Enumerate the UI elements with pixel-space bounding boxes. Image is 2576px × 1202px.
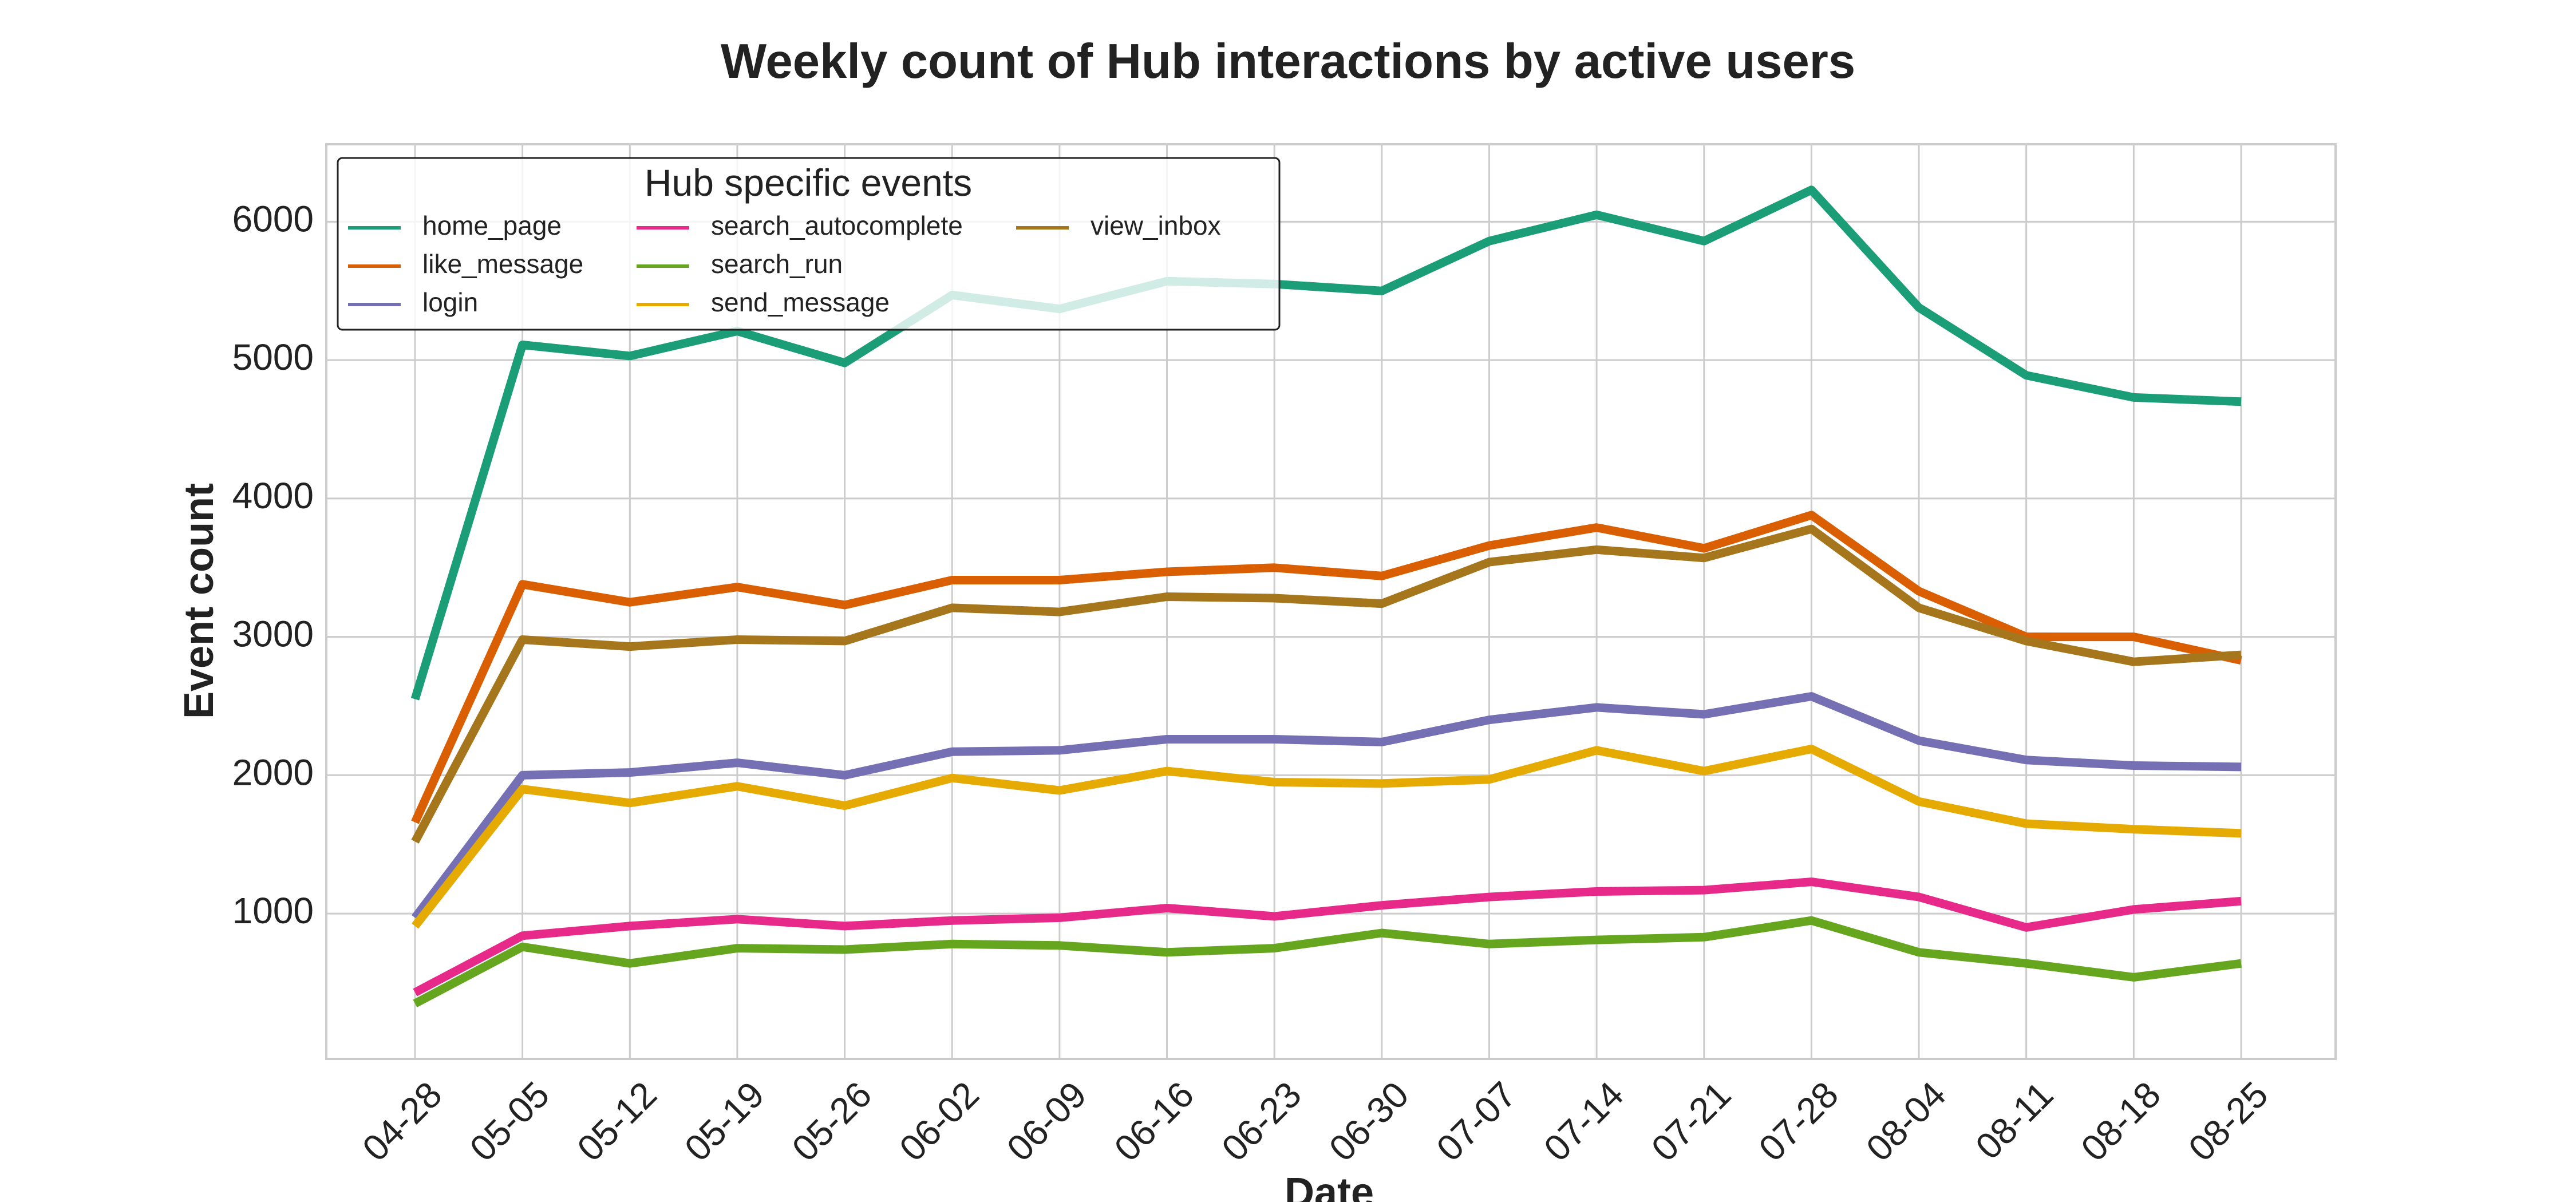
x-tick-label: 07-14 bbox=[1536, 1074, 1631, 1169]
x-tick-label: 08-11 bbox=[1967, 1074, 2061, 1167]
series-line-search-run bbox=[413, 916, 2242, 1007]
x-tick-label: 08-25 bbox=[2180, 1074, 2276, 1169]
y-tick-label: 4000 bbox=[232, 475, 314, 516]
series-lines bbox=[410, 185, 2242, 1007]
x-tick-label: 07-21 bbox=[1643, 1074, 1739, 1169]
legend-label-search-autocomplete: search_autocomplete bbox=[711, 211, 963, 240]
x-tick-label: 05-05 bbox=[462, 1074, 558, 1169]
legend-label-like-message: like_message bbox=[422, 249, 583, 279]
x-tick-label: 05-19 bbox=[677, 1074, 772, 1169]
legend: Hub specific events home_page like_messag… bbox=[337, 157, 1281, 331]
plot-frame bbox=[325, 143, 2337, 1060]
series-line-home-page bbox=[410, 185, 2242, 701]
x-tick-label: 06-02 bbox=[891, 1074, 987, 1169]
x-tick-label: 07-28 bbox=[1751, 1074, 1846, 1169]
legend-label-search-run: search_run bbox=[711, 249, 843, 279]
y-tick-label: 6000 bbox=[232, 198, 314, 239]
legend-box bbox=[337, 157, 1281, 331]
x-tick-label: 04-28 bbox=[354, 1074, 450, 1169]
y-tick-label: 2000 bbox=[232, 752, 314, 793]
chart-title: Weekly count of Hub interactions by acti… bbox=[721, 34, 1855, 89]
x-tick-label: 05-26 bbox=[784, 1074, 880, 1169]
x-tick-labels: 04-28 05-05 05-12 05-19 05-26 06-02 06-09 06-16… bbox=[354, 1074, 2276, 1169]
x-axis-label: Date bbox=[1285, 1170, 1374, 1202]
y-tick-labels: 1000 2000 3000 4000 5000 6000 bbox=[232, 198, 314, 931]
x-tick-label: 06-09 bbox=[999, 1074, 1095, 1169]
x-tick-label: 08-04 bbox=[1858, 1074, 1954, 1169]
x-tick-label: 06-23 bbox=[1214, 1074, 1309, 1169]
x-tick-label: 07-07 bbox=[1429, 1074, 1524, 1169]
legend-label-home-page: home_page bbox=[422, 211, 562, 240]
legend-label-view-inbox: view_inbox bbox=[1091, 211, 1221, 240]
series-line-send-message bbox=[412, 745, 2242, 929]
x-tick-label: 08-18 bbox=[2073, 1074, 2168, 1169]
y-tick-label: 5000 bbox=[232, 337, 314, 378]
x-tick-label: 06-30 bbox=[1321, 1074, 1417, 1169]
y-tick-label: 1000 bbox=[232, 890, 314, 931]
legend-title: Hub specific events bbox=[645, 161, 972, 204]
series-line-view-inbox bbox=[411, 524, 2242, 844]
x-tick-label: 05-12 bbox=[569, 1074, 665, 1169]
series-line-login bbox=[412, 692, 2242, 920]
legend-label-send-message: send_message bbox=[711, 287, 890, 317]
y-tick-label: 3000 bbox=[232, 614, 314, 655]
x-tick-label: 06-16 bbox=[1107, 1074, 1202, 1169]
legend-label-login: login bbox=[422, 287, 478, 317]
series-line-search-autocomplete bbox=[413, 877, 2242, 997]
y-axis-label: Event count bbox=[176, 483, 222, 719]
series-line-like-message bbox=[411, 511, 2242, 824]
